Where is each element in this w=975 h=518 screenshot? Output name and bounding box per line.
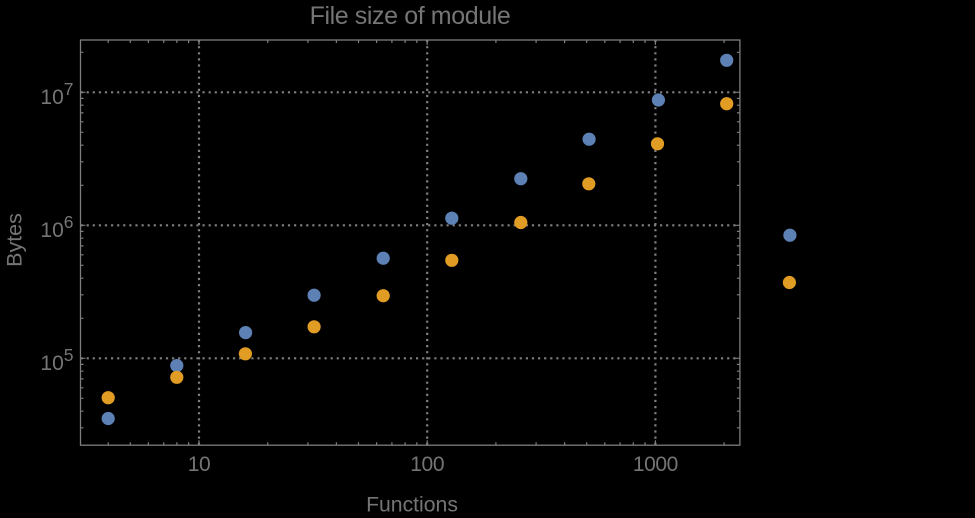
svg-text:Bytes: Bytes: [2, 213, 26, 267]
svg-text:File size of module: File size of module: [310, 2, 511, 30]
svg-text:Functions: Functions: [366, 493, 458, 513]
svg-text:1000: 1000: [633, 453, 678, 476]
svg-text:100: 100: [410, 453, 444, 476]
svg-text:10: 10: [188, 453, 211, 476]
